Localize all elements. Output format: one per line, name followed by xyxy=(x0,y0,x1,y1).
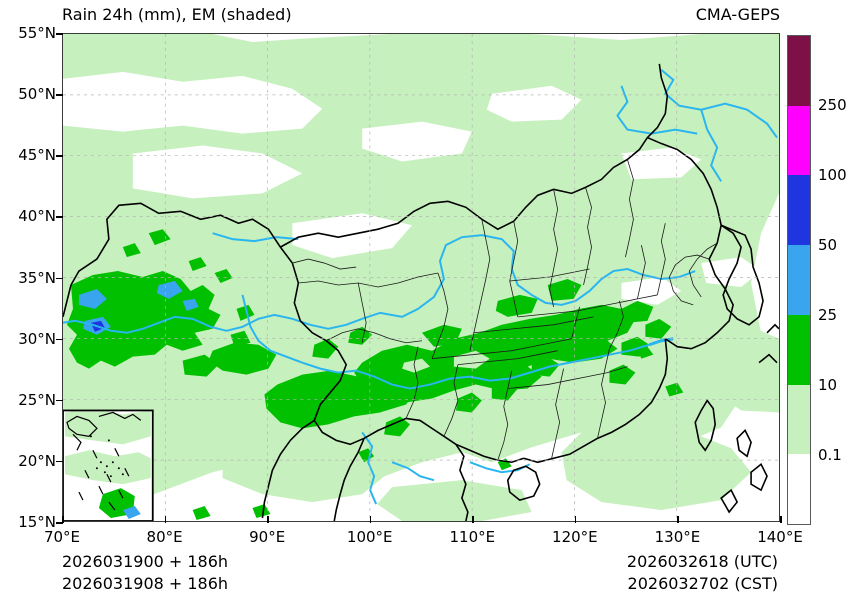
y-axis-tick-mark xyxy=(56,460,63,463)
colorbar-tick-label: 250 xyxy=(818,96,847,114)
y-axis-tick-mark xyxy=(56,399,63,402)
x-axis-tick-label: 100°E xyxy=(346,528,393,546)
colorbar-tick-label: 100 xyxy=(818,166,847,184)
x-axis-tick-label: 120°E xyxy=(552,528,598,546)
x-axis-tick-mark xyxy=(574,516,577,523)
x-axis-tick-label: 130°E xyxy=(654,528,701,546)
map-plot-area xyxy=(62,33,780,522)
colorbar[interactable] xyxy=(787,35,811,525)
colorbar-tick-label: 50 xyxy=(818,236,838,254)
x-axis-tick-label: 70°E xyxy=(43,528,81,546)
footer-init-utc: 2026031900 + 186h xyxy=(62,552,229,571)
colorbar-band xyxy=(788,245,810,315)
y-axis-tick-mark xyxy=(56,338,63,341)
chart-title: Rain 24h (mm), EM (shaded) xyxy=(62,5,292,24)
y-axis-tick-mark xyxy=(56,216,63,218)
precip-band-light xyxy=(63,34,779,503)
model-label: CMA-GEPS xyxy=(695,5,780,24)
province-border-lines xyxy=(292,159,718,461)
colorbar-band xyxy=(788,384,810,455)
x-axis-tick-mark xyxy=(164,516,167,523)
y-axis-tick-mark xyxy=(56,33,63,35)
y-axis-tick-label: 20°N xyxy=(18,451,56,470)
x-axis-tick-label: 110°E xyxy=(449,528,496,546)
x-axis-tick-mark xyxy=(677,516,679,523)
colorbar-band xyxy=(788,36,810,106)
map-canvas xyxy=(63,34,779,521)
x-axis-tick-mark xyxy=(267,516,269,523)
y-axis-tick-mark xyxy=(56,522,63,524)
y-axis-tick-label: 40°N xyxy=(18,207,56,226)
x-axis-tick-label: 140°E xyxy=(757,528,803,546)
y-axis-tick-label: 50°N xyxy=(18,85,56,104)
colorbar-band xyxy=(788,314,810,385)
footer-valid-cst: 2026032702 (CST) xyxy=(627,574,778,593)
footer-valid-utc: 2026032618 (UTC) xyxy=(626,552,778,571)
y-axis-tick-label: 55°N xyxy=(18,24,56,42)
colorbar-band xyxy=(788,454,810,524)
footer-init-cst: 2026031908 + 186h xyxy=(62,574,229,593)
south-china-sea-inset xyxy=(63,409,154,521)
x-axis-tick-label: 80°E xyxy=(146,528,183,546)
x-axis-tick-mark xyxy=(369,516,372,523)
y-axis-tick-mark xyxy=(56,277,63,279)
y-axis-tick-label: 25°N xyxy=(18,390,56,409)
colorbar-tick-label: 25 xyxy=(818,306,838,324)
x-axis-tick-mark xyxy=(62,516,64,523)
colorbar-band xyxy=(788,175,810,246)
y-axis-tick-label: 15°N xyxy=(18,513,56,531)
colorbar-band xyxy=(788,105,810,176)
x-axis-tick-mark xyxy=(780,516,782,523)
precip-cluster-west xyxy=(66,229,255,369)
x-axis-tick-label: 90°E xyxy=(249,528,286,546)
colorbar-tick-label: 0.1 xyxy=(818,446,842,464)
colorbar-tick-label: 10 xyxy=(818,376,838,394)
river-lines xyxy=(63,69,778,505)
y-axis-tick-label: 45°N xyxy=(18,146,56,165)
graticule-grid xyxy=(63,34,779,521)
x-axis-tick-mark xyxy=(472,516,474,523)
precip-cluster-yangtze xyxy=(182,278,672,437)
y-axis-tick-label: 35°N xyxy=(18,268,56,287)
y-axis-tick-label: 30°N xyxy=(18,329,56,348)
y-axis-tick-mark xyxy=(56,94,63,96)
y-axis-tick-mark xyxy=(56,155,63,157)
